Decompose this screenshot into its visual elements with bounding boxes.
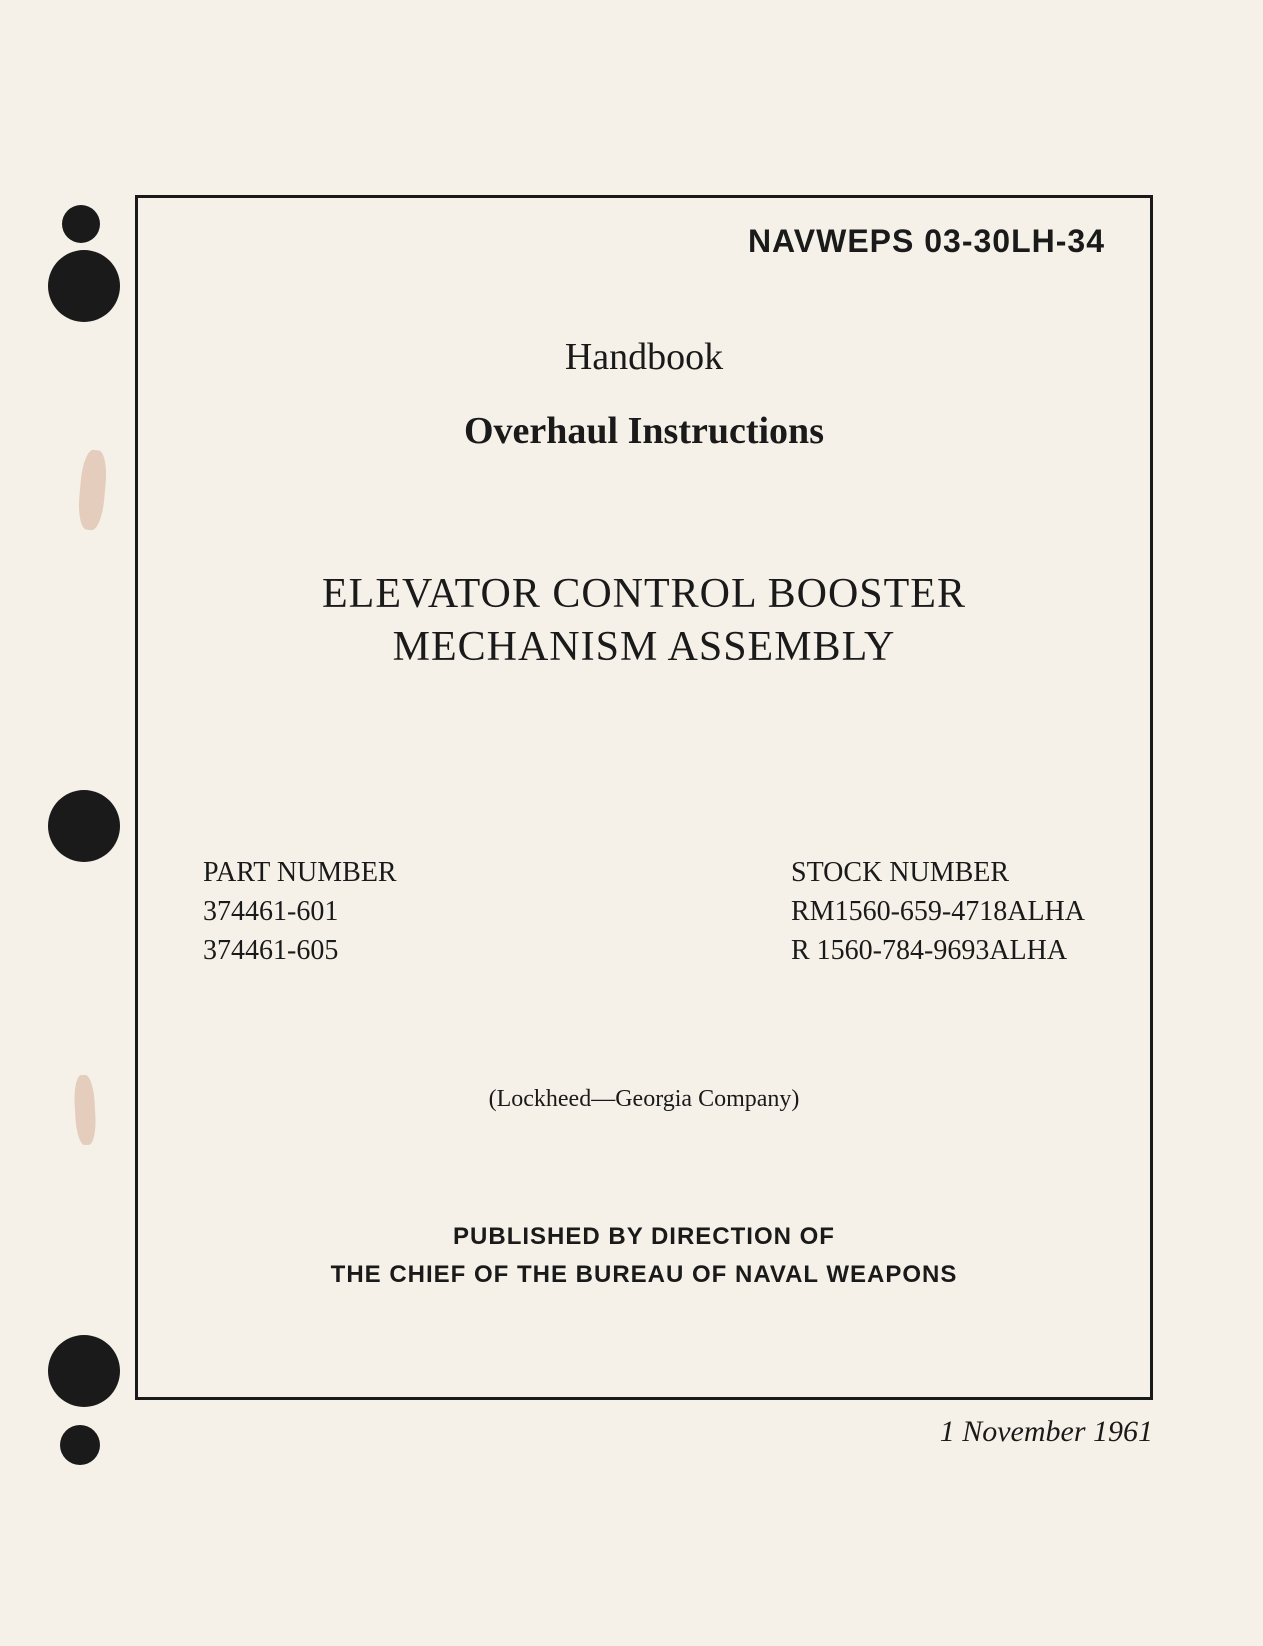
paper-smudge [77,449,109,531]
company-label: (Lockheed—Georgia Company) [183,1086,1105,1113]
title-line-2: MECHANISM ASSEMBLY [393,624,896,670]
content-frame: NAVWEPS 03-30LH-34 Handbook Overhaul Ins… [135,195,1153,1400]
publisher-block: PUBLISHED BY DIRECTION OF THE CHIEF OF T… [183,1218,1105,1295]
title-line-1: ELEVATOR CONTROL BOOSTER [322,571,966,617]
document-page: NAVWEPS 03-30LH-34 Handbook Overhaul Ins… [0,0,1263,1646]
publisher-line-1: PUBLISHED BY DIRECTION OF [183,1218,1105,1256]
document-id: NAVWEPS 03-30LH-34 [183,223,1105,260]
part-number-header: PART NUMBER [203,853,397,892]
part-number-value: 374461-601 [203,892,397,931]
punch-hole [48,1335,120,1407]
paper-smudge [73,1075,97,1146]
stock-number-value: R 1560-784-9693ALHA [791,931,1085,970]
stock-number-value: RM1560-659-4718ALHA [791,892,1085,931]
stock-number-header: STOCK NUMBER [791,853,1085,892]
part-number-value: 374461-605 [203,931,397,970]
punch-hole [48,250,120,322]
publisher-line-2: THE CHIEF OF THE BUREAU OF NAVAL WEAPONS [183,1256,1105,1294]
stock-number-block: STOCK NUMBER RM1560-659-4718ALHA R 1560-… [791,853,1085,971]
overhaul-label: Overhaul Instructions [183,409,1105,453]
numbers-section: PART NUMBER 374461-601 374461-605 STOCK … [183,853,1105,971]
publication-date: 1 November 1961 [940,1415,1153,1449]
main-title: ELEVATOR CONTROL BOOSTER MECHANISM ASSEM… [183,568,1105,673]
punch-hole [62,205,100,243]
part-number-block: PART NUMBER 374461-601 374461-605 [203,853,397,971]
punch-hole [60,1425,100,1465]
punch-hole [48,790,120,862]
handbook-label: Handbook [183,335,1105,379]
